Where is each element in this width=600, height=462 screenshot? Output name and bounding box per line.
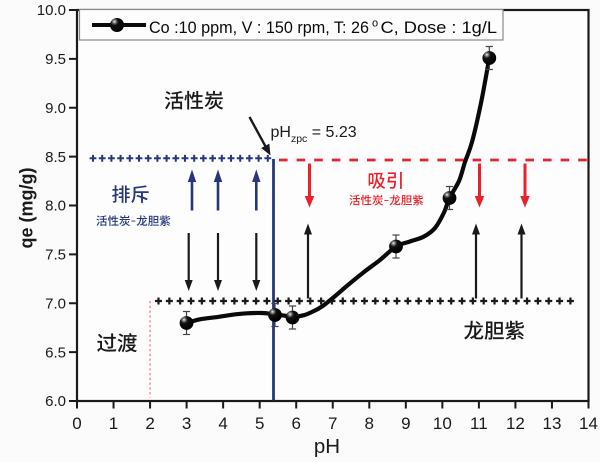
svg-text:3: 3	[182, 414, 191, 433]
svg-text:8: 8	[365, 414, 374, 433]
svg-text:o: o	[372, 18, 378, 30]
svg-text:pH: pH	[314, 435, 340, 458]
svg-text:12: 12	[506, 414, 525, 433]
svg-text:6.5: 6.5	[45, 344, 66, 361]
svg-text:8.0: 8.0	[45, 198, 66, 215]
svg-text:7.0: 7.0	[45, 295, 66, 312]
svg-text:9.0: 9.0	[45, 100, 66, 117]
svg-text:14: 14	[579, 414, 598, 433]
svg-text:1: 1	[109, 414, 118, 433]
svg-text:4: 4	[218, 414, 227, 433]
svg-text:7: 7	[328, 414, 337, 433]
svg-text:0: 0	[72, 414, 81, 433]
svg-text:qe (mg/g): qe (mg/g)	[17, 168, 37, 249]
svg-text:11: 11	[470, 414, 488, 433]
svg-text:9: 9	[401, 414, 410, 433]
svg-text:7.5: 7.5	[45, 247, 66, 264]
svg-text:8.5: 8.5	[45, 149, 66, 166]
svg-text:9.5: 9.5	[45, 51, 66, 68]
svg-text:6: 6	[291, 414, 300, 433]
svg-text:Co :10 ppm, V : 150 rpm, T: 26: Co :10 ppm, V : 150 rpm, T: 26	[149, 18, 369, 37]
svg-text:13: 13	[542, 414, 561, 433]
svg-text:5: 5	[255, 414, 264, 433]
svg-text:C, Dose : 1g/L: C, Dose : 1g/L	[381, 18, 498, 37]
svg-text:10.0: 10.0	[37, 2, 66, 19]
svg-text:10: 10	[433, 414, 452, 433]
svg-text:2: 2	[145, 414, 154, 433]
svg-text:6.0: 6.0	[45, 393, 66, 410]
